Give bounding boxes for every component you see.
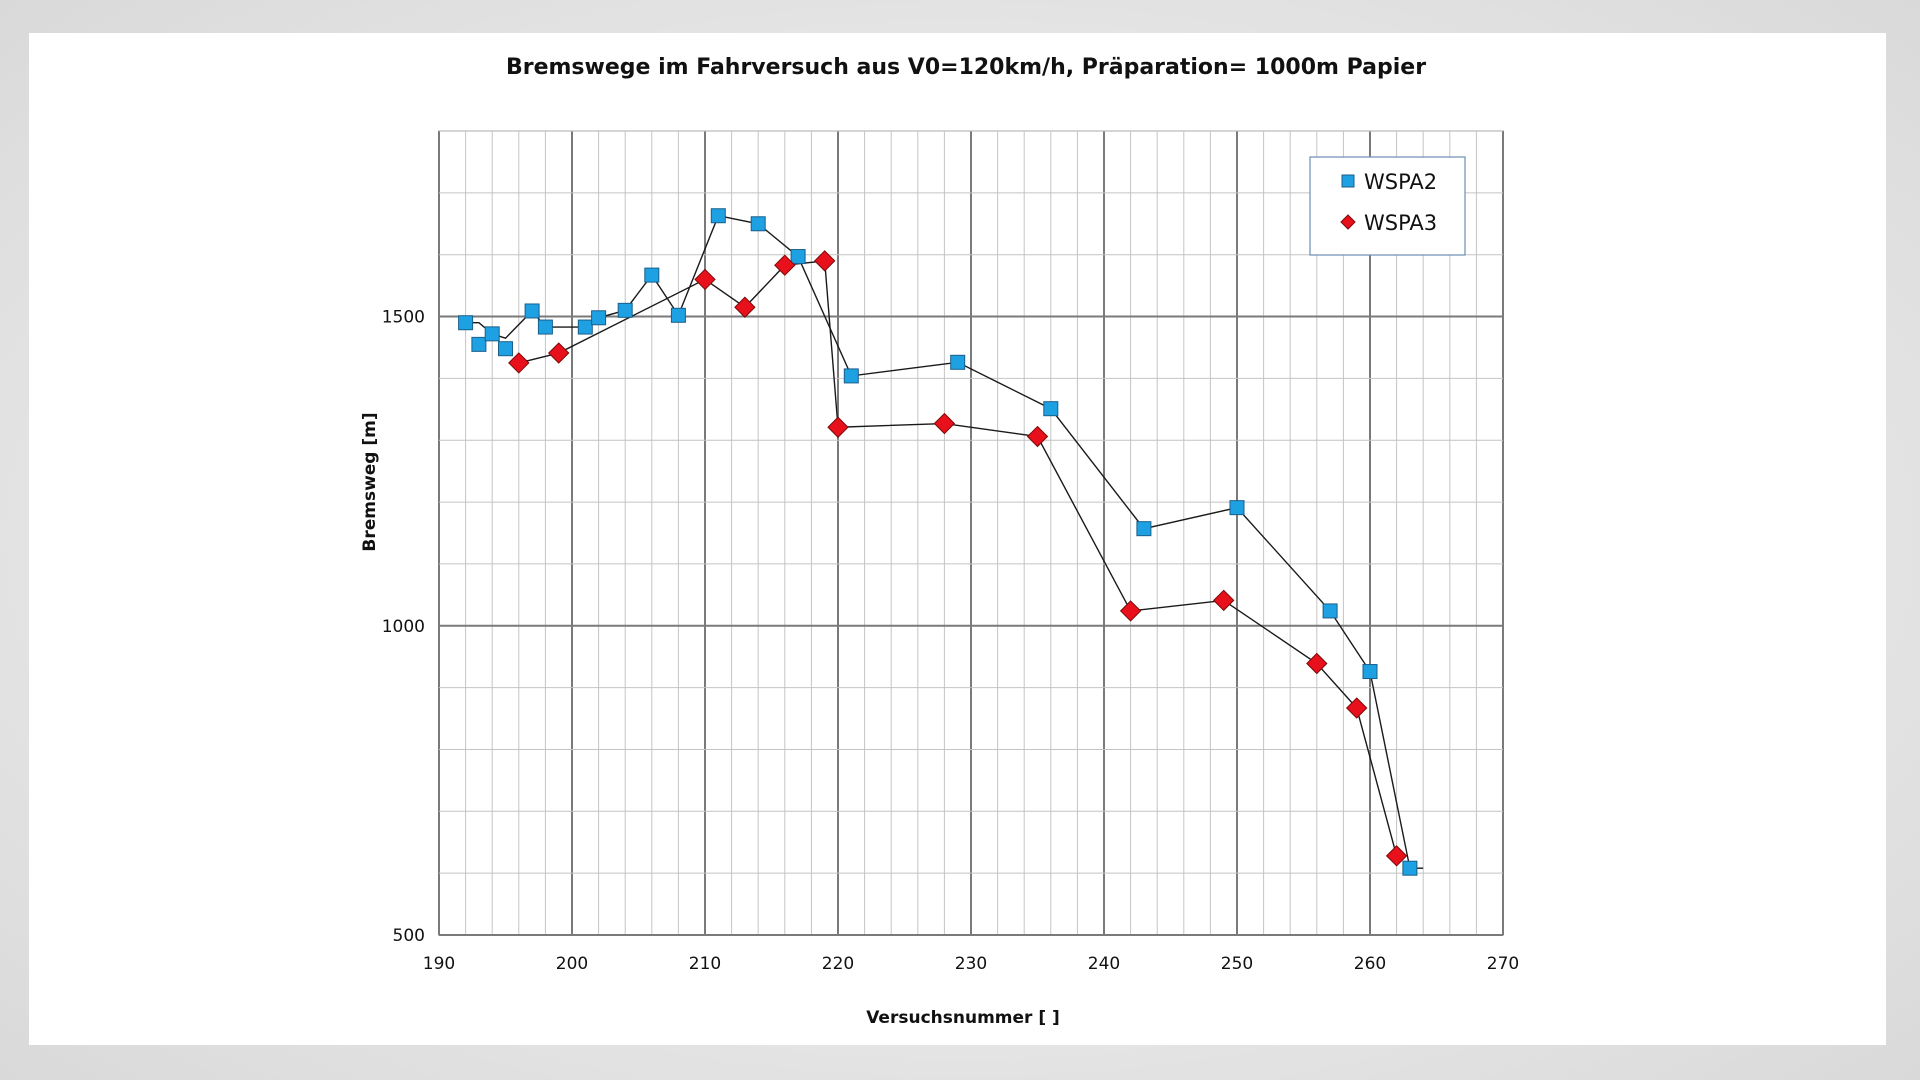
data-point-wspa2 bbox=[750, 216, 766, 232]
y-tick-label: 1000 bbox=[382, 617, 425, 637]
grid-lines bbox=[438, 130, 1504, 936]
data-point-wspa3 bbox=[508, 352, 530, 374]
legend-wspa3-label: WSPA3 bbox=[1364, 211, 1437, 235]
data-point-wspa2 bbox=[498, 341, 513, 357]
data-point-wspa2 bbox=[1322, 603, 1338, 619]
legend-wspa2-square-icon bbox=[1341, 174, 1355, 188]
data-point-wspa2 bbox=[484, 326, 500, 342]
data-point-wspa2 bbox=[1229, 500, 1245, 516]
data-point-wspa3 bbox=[827, 416, 849, 438]
x-axis-title: Versuchsnummer [ ] bbox=[866, 1008, 1060, 1028]
data-point-wspa2 bbox=[790, 249, 806, 265]
x-tick-label: 200 bbox=[556, 954, 588, 974]
data-point-wspa2 bbox=[471, 336, 487, 352]
y-axis-title: Bremsweg [m] bbox=[360, 412, 380, 551]
data-point-wspa2 bbox=[950, 354, 966, 370]
data-point-wspa3 bbox=[1345, 697, 1368, 719]
chart-title: Bremswege im Fahrversuch aus V0=120km/h,… bbox=[506, 55, 1426, 80]
data-point-wspa2 bbox=[591, 310, 607, 326]
data-point-wspa2 bbox=[710, 208, 726, 224]
x-tick-label: 230 bbox=[955, 954, 987, 974]
data-point-wspa3 bbox=[813, 250, 836, 272]
data-point-wspa3 bbox=[734, 296, 756, 318]
legend-wspa3-diamond-icon bbox=[1340, 214, 1356, 230]
data-point-wspa3 bbox=[1119, 600, 1142, 622]
x-tick-label: 260 bbox=[1354, 954, 1386, 974]
data-point-wspa3 bbox=[694, 268, 716, 291]
data-point-wspa3 bbox=[547, 342, 570, 364]
x-tick-label: 270 bbox=[1487, 954, 1519, 974]
x-tick-label: 220 bbox=[822, 954, 854, 974]
data-point-wspa2 bbox=[537, 319, 553, 335]
data-point-wspa3 bbox=[1212, 589, 1235, 612]
data-point-wspa2 bbox=[644, 267, 660, 283]
chart-card: 190 200 210 220 230 240 250 260 270 500 1000 1500 … bbox=[29, 33, 1886, 1045]
data-point-wspa2 bbox=[577, 319, 593, 335]
data-point-wspa2 bbox=[1402, 860, 1418, 876]
data-point-wspa3 bbox=[1385, 845, 1408, 867]
series-line-wspa3 bbox=[518, 260, 1398, 857]
data-point-wspa3 bbox=[933, 412, 956, 435]
data-point-wspa2 bbox=[1043, 401, 1059, 417]
data-point-wspa2 bbox=[670, 307, 686, 323]
data-point-wspa2 bbox=[843, 368, 859, 384]
legend-box bbox=[1309, 156, 1466, 256]
data-point-wspa2 bbox=[1136, 521, 1152, 537]
data-point-wspa3 bbox=[774, 254, 796, 276]
data-point-wspa2 bbox=[524, 303, 540, 319]
legend-wspa2-label: WSPA2 bbox=[1364, 170, 1437, 194]
data-point-wspa2 bbox=[1362, 664, 1378, 680]
legend: WSPA2 WSPA3 bbox=[1309, 156, 1466, 256]
data-point-wspa2 bbox=[458, 315, 474, 331]
data-point-wspa3 bbox=[1026, 425, 1049, 448]
y-tick-label: 500 bbox=[393, 926, 425, 946]
data-point-wspa3 bbox=[1306, 652, 1328, 675]
x-tick-labels: 190 200 210 220 230 240 250 260 270 bbox=[423, 954, 1519, 974]
data-point-wspa2 bbox=[617, 302, 633, 318]
y-tick-labels: 500 1000 1500 bbox=[382, 308, 425, 946]
x-tick-label: 190 bbox=[423, 954, 455, 974]
y-tick-label: 1500 bbox=[382, 308, 425, 328]
x-tick-label: 240 bbox=[1088, 954, 1120, 974]
x-tick-label: 250 bbox=[1221, 954, 1253, 974]
bremsweg-chart: 190 200 210 220 230 240 250 260 270 50010001500 … bbox=[360, 55, 1519, 1028]
x-tick-label: 210 bbox=[689, 954, 721, 974]
series-markers bbox=[458, 208, 1418, 876]
